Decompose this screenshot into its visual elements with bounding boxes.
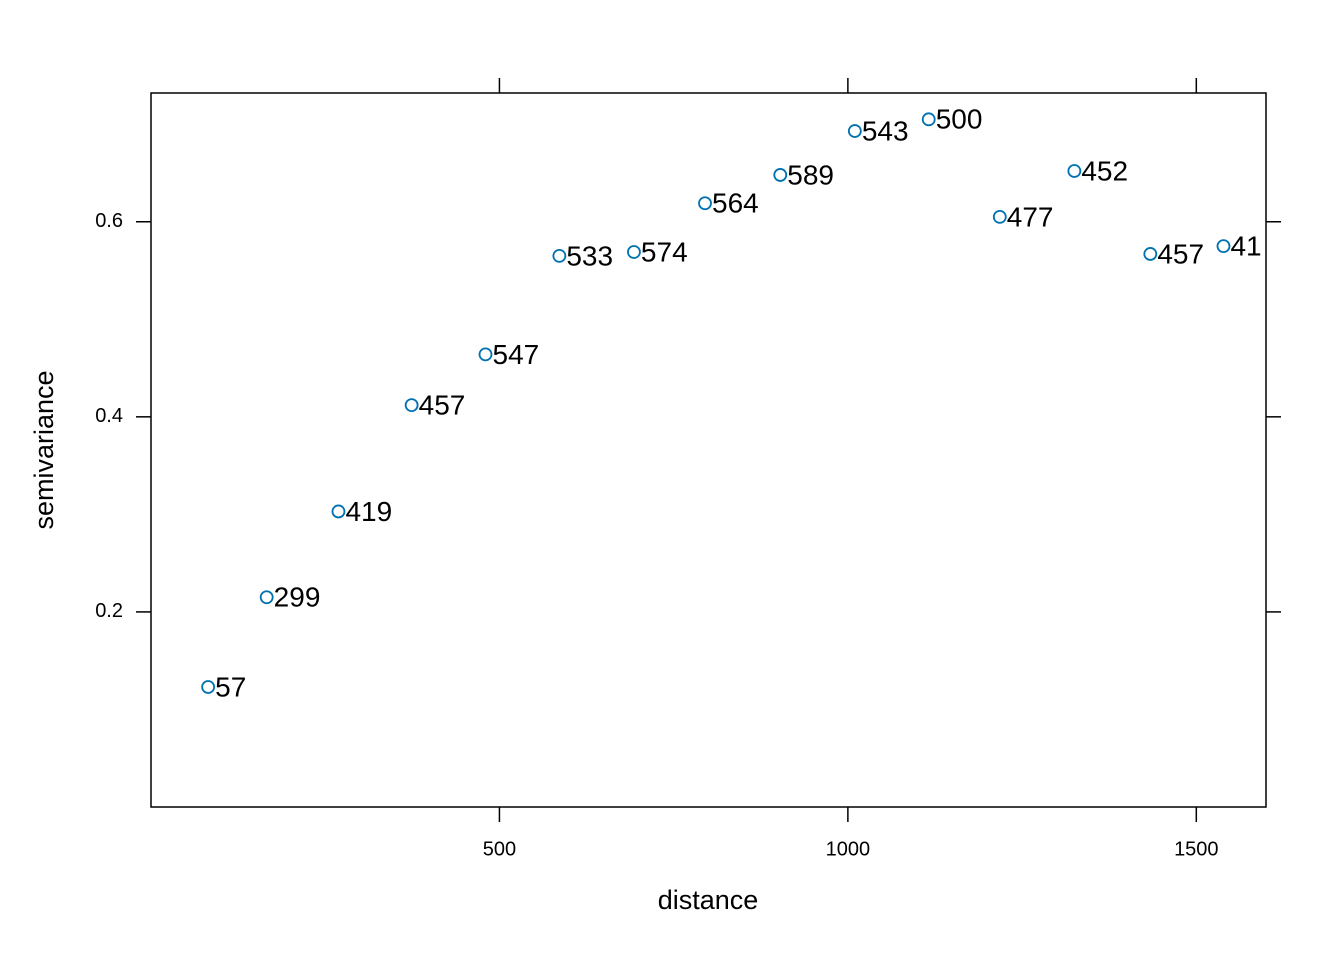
point (1143, 247, 1158, 261)
x-axis-title: distance (658, 885, 759, 915)
point (847, 124, 862, 138)
plot-frame (150, 92, 1267, 808)
point (627, 245, 641, 259)
point (259, 590, 274, 605)
point-label: 419 (345, 496, 392, 527)
point-label: 457 (419, 390, 466, 421)
x-tick-label: 1000 (826, 838, 871, 860)
point-label: 533 (566, 240, 613, 271)
point-label: 543 (862, 115, 909, 146)
point (478, 347, 493, 362)
point (773, 168, 788, 182)
point (331, 504, 346, 519)
point (552, 248, 567, 263)
point-label: 299 (274, 582, 321, 613)
y-tick-label: 0.2 (95, 600, 123, 622)
point-label: 452 (1081, 155, 1128, 186)
point-label: 589 (787, 159, 834, 190)
point (992, 209, 1007, 224)
point (201, 680, 216, 694)
y-tick-label: 0.4 (95, 405, 123, 427)
point-label: 457 (1157, 238, 1204, 269)
point-label: 57 (215, 671, 246, 702)
x-tick-label: 500 (483, 838, 516, 860)
point (698, 196, 712, 211)
point-label: 41 (1230, 231, 1261, 262)
point (1067, 164, 1082, 178)
y-tick-label: 0.6 (95, 210, 123, 232)
point (1216, 239, 1231, 254)
point-label: 564 (712, 188, 759, 219)
point-label: 500 (936, 104, 983, 135)
point-label: 477 (1007, 201, 1054, 232)
point-label: 547 (493, 339, 540, 370)
y-axis-title: semivariance (29, 370, 59, 529)
point (404, 398, 419, 413)
x-tick-label: 1500 (1174, 838, 1219, 860)
point-label: 574 (641, 236, 688, 267)
point (921, 112, 936, 127)
